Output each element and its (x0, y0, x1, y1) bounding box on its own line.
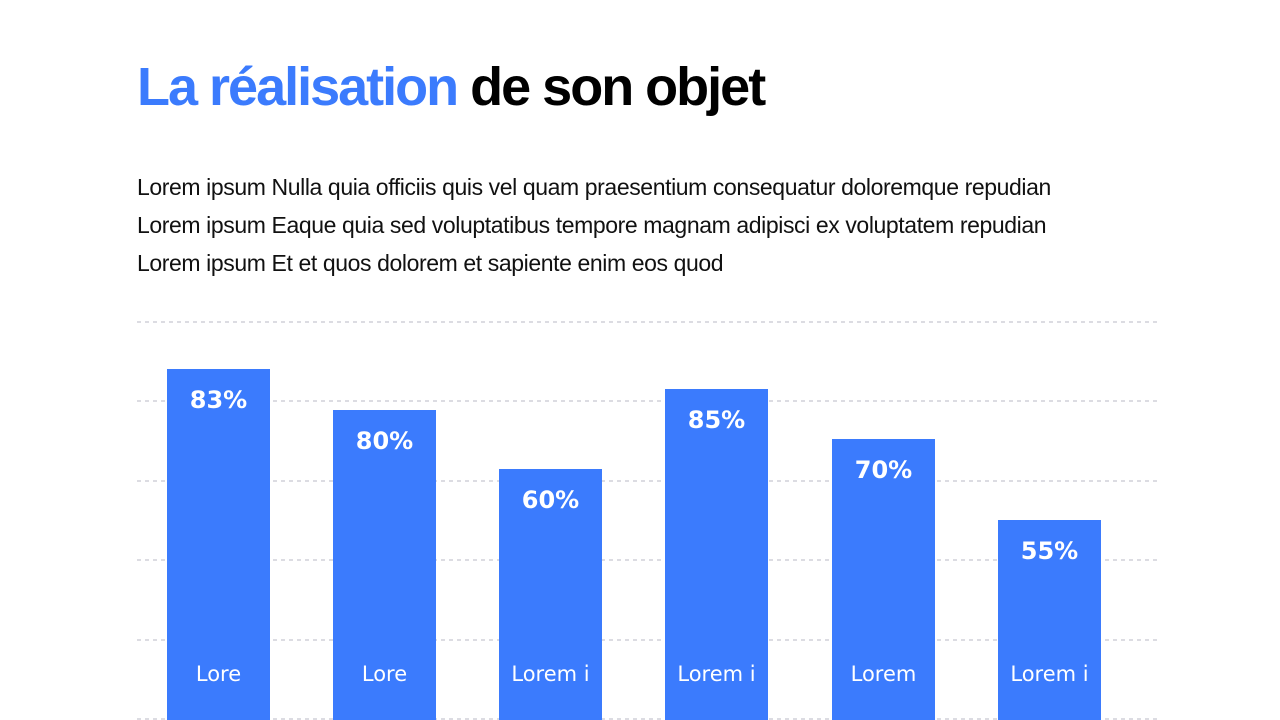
bar-value-label: 55% (1021, 537, 1078, 565)
body-line: Lorem ipsum Eaque quia sed voluptatibus … (137, 212, 1047, 238)
title-accent: La réalisation (137, 57, 459, 117)
bar-category-label: Lorem (851, 662, 917, 686)
bar-category-label: Lorem i (677, 662, 755, 686)
body-line: Lorem ipsum Et et quos dolorem et sapien… (137, 250, 724, 276)
body-text: Lorem ipsum Nulla quia officiis quis vel… (137, 168, 1051, 282)
bar-category-label: Lore (196, 662, 241, 686)
bar-value-label: 60% (522, 486, 579, 514)
page-title: La réalisation de son objet (137, 56, 766, 118)
body-line: Lorem ipsum Nulla quia officiis quis vel… (137, 174, 1051, 200)
bar-value-label: 83% (190, 386, 247, 414)
bar (167, 369, 270, 720)
bar (665, 389, 768, 720)
title-rest: de son objet (470, 57, 766, 117)
bar (998, 520, 1101, 720)
bar (832, 439, 935, 720)
bar-value-label: 80% (356, 427, 413, 455)
bar-value-label: 70% (855, 456, 912, 484)
bar-category-label: Lorem i (1010, 662, 1088, 686)
bar (333, 410, 436, 720)
bar-category-label: Lorem i (511, 662, 589, 686)
bar (499, 469, 602, 720)
bar-category-label: Lore (362, 662, 407, 686)
bar-value-label: 85% (688, 406, 745, 434)
